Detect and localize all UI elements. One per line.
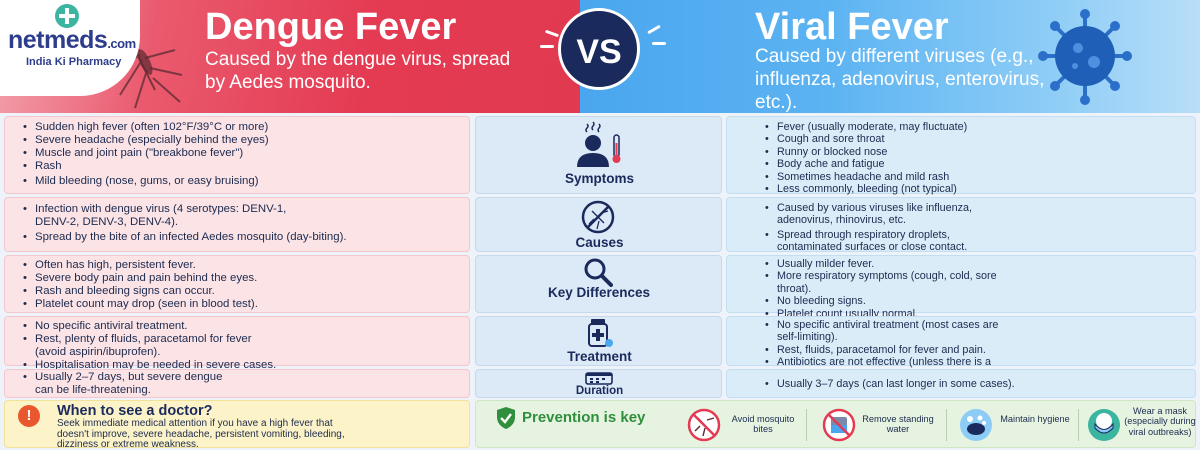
symptoms-label-cell: Symptoms (475, 116, 722, 194)
list-item: Hospitalisation may be needed in severe … (21, 359, 276, 372)
magnifier-icon (584, 258, 613, 287)
viral-causes-cell: Caused by various viruses like influenza… (726, 197, 1196, 254)
list-item: Rash and bleeding signs can occur. (21, 285, 258, 298)
list-item: Usually 3–7 days (can last longer in som… (763, 378, 1015, 391)
dengue-duration-cell: Usually 2–7 days, but severe dengue can … (4, 369, 470, 398)
list-item: Infection with dengue virus (4 serotypes… (21, 203, 321, 229)
list-item: No specific antiviral treatment (most ca… (763, 319, 1013, 344)
dengue-causes-cell: Infection with dengue virus (4 serotypes… (4, 197, 470, 252)
row-label-symptoms: Symptoms (564, 171, 635, 186)
dengue-subtitle: Caused by the dengue virus, spread by Ae… (205, 49, 511, 93)
prevention-item: Remove standing water (821, 404, 939, 446)
list-item: No specific antiviral treatment. (21, 320, 276, 333)
viral-causes-list: Caused by various viruses like influenza… (763, 202, 1013, 254)
list-item: Spread by the bite of an infected Aedes … (21, 231, 347, 244)
doctor-advice-box: ! When to see a doctor? Seek immediate m… (4, 400, 470, 450)
calendar-icon (585, 372, 613, 385)
shield-check-icon (497, 407, 515, 429)
dengue-treatment-list: No specific antiviral treatment. Rest, p… (21, 320, 276, 372)
viral-symptoms-list: Fever (usually moderate, may fluctuate) … (763, 121, 967, 196)
logo-text: netmeds.com (8, 26, 136, 54)
list-item: Often has high, persistent fever. (21, 259, 258, 272)
list-item: Rest, fluids, paracetamol for fever and … (763, 344, 1013, 357)
list-item: More respiratory symptoms (cough, cold, … (763, 270, 1003, 295)
viral-treatment-cell: No specific antiviral treatment (most ca… (726, 316, 1196, 381)
dengue-title: Dengue Fever (205, 6, 457, 48)
dengue-differences-cell: Often has high, persistent fever. Severe… (4, 255, 470, 313)
list-item: Platelet count may drop (seen in blood t… (21, 298, 258, 311)
spark-icon (652, 42, 666, 45)
no-water-icon (822, 408, 856, 442)
list-item: Severe headache (especially behind the e… (21, 134, 269, 147)
prevention-box: Prevention is key Avoid mosquito bites R… (475, 400, 1196, 448)
list-item: Less commonly, bleeding (not typical) (763, 183, 967, 196)
doctor-title: When to see a doctor? (57, 403, 213, 419)
person-fever-icon (577, 121, 621, 167)
row-label-duration: Duration (575, 385, 624, 397)
virus-icon (1038, 9, 1132, 105)
viral-differences-list: Usually milder fever. More respiratory s… (763, 258, 1003, 320)
viral-duration-cell: Usually 3–7 days (can last longer in som… (726, 369, 1196, 398)
prevention-label: Wear a mask (especially during viral out… (1124, 406, 1196, 437)
viral-duration-list: Usually 3–7 days (can last longer in som… (763, 378, 1015, 391)
list-item: Muscle and joint pain ("breakbone fever"… (21, 147, 269, 160)
viral-symptoms-cell: Fever (usually moderate, may fluctuate) … (726, 116, 1196, 196)
prevention-item: Avoid mosquito bites (686, 404, 804, 446)
differences-label-cell: Key Differences (475, 255, 722, 313)
list-item: Usually 2–7 days, but severe dengue can … (21, 371, 241, 397)
doctor-text: Seek immediate medical attention if you … (57, 418, 345, 450)
list-item: Cough and sore throat (763, 133, 967, 146)
dengue-differences-list: Often has high, persistent fever. Severe… (21, 259, 258, 311)
dengue-treatment-cell: No specific antiviral treatment. Rest, p… (4, 316, 470, 372)
plus-icon (55, 4, 79, 28)
divider (946, 409, 947, 441)
vs-badge: VS (558, 8, 640, 90)
prevention-label: Avoid mosquito bites (731, 414, 795, 435)
exclamation-icon: ! (18, 405, 40, 427)
list-item: Sometimes headache and mild rash (763, 171, 967, 184)
dengue-symptoms-cell: Sudden high fever (often 102°F/39°C or m… (4, 116, 470, 194)
duration-label-cell: Duration (475, 369, 722, 398)
dengue-symptoms-list: Sudden high fever (often 102°F/39°C or m… (21, 121, 269, 188)
causes-label-cell: Causes (475, 197, 722, 252)
prevention-item: Wear a mask (especially during viral out… (1086, 404, 1196, 446)
viral-subtitle: Caused by different viruses (e.g., influ… (755, 46, 1045, 113)
medicine-icon (588, 319, 613, 347)
list-item: Sudden high fever (often 102°F/39°C or m… (21, 121, 269, 134)
row-label-treatment: Treatment (567, 349, 632, 364)
prevention-label: Remove standing water (862, 414, 934, 435)
list-item: Usually milder fever. (763, 258, 1003, 271)
viral-differences-cell: Usually milder fever. More respiratory s… (726, 255, 1196, 320)
list-item: Severe body pain and pain behind the eye… (21, 272, 258, 285)
treatment-label-cell: Treatment (475, 316, 722, 366)
row-label-differences: Key Differences (547, 285, 651, 300)
list-item: Runny or blocked nose (763, 146, 967, 159)
list-item: Caused by various viruses like influenza… (763, 202, 1013, 227)
logo-tagline: India Ki Pharmacy (26, 56, 122, 68)
spark-icon (540, 45, 554, 48)
mask-icon (1088, 409, 1120, 441)
no-mosquito-icon (581, 200, 615, 234)
list-item: Mild bleeding (nose, gums, or easy bruis… (21, 175, 269, 188)
list-item: Spread through respiratory droplets, con… (763, 229, 1013, 254)
list-item: No bleeding signs. (763, 295, 1003, 308)
list-item: Fever (usually moderate, may fluctuate) (763, 121, 967, 134)
row-label-causes: Causes (575, 235, 624, 250)
prevention-title: Prevention is key (522, 409, 646, 426)
prevention-label: Maintain hygiene (1000, 414, 1070, 424)
prevention-item: Maintain hygiene (958, 404, 1076, 446)
no-mosquito-icon (687, 408, 721, 442)
list-item: Body ache and fatigue (763, 158, 967, 171)
list-item: Rash (21, 160, 269, 173)
list-item: Rest, plenty of fluids, paracetamol for … (21, 333, 271, 359)
handwash-icon (960, 409, 992, 441)
netmeds-logo[interactable]: netmeds.com India Ki Pharmacy (0, 0, 140, 96)
dengue-causes-list: Infection with dengue virus (4 serotypes… (21, 203, 347, 244)
divider (806, 409, 807, 441)
viral-title: Viral Fever (755, 6, 949, 48)
divider (1078, 409, 1079, 441)
dengue-duration-list: Usually 2–7 days, but severe dengue can … (21, 371, 241, 397)
header: netmeds.com India Ki Pharmacy Dengue Fev… (0, 0, 1200, 113)
